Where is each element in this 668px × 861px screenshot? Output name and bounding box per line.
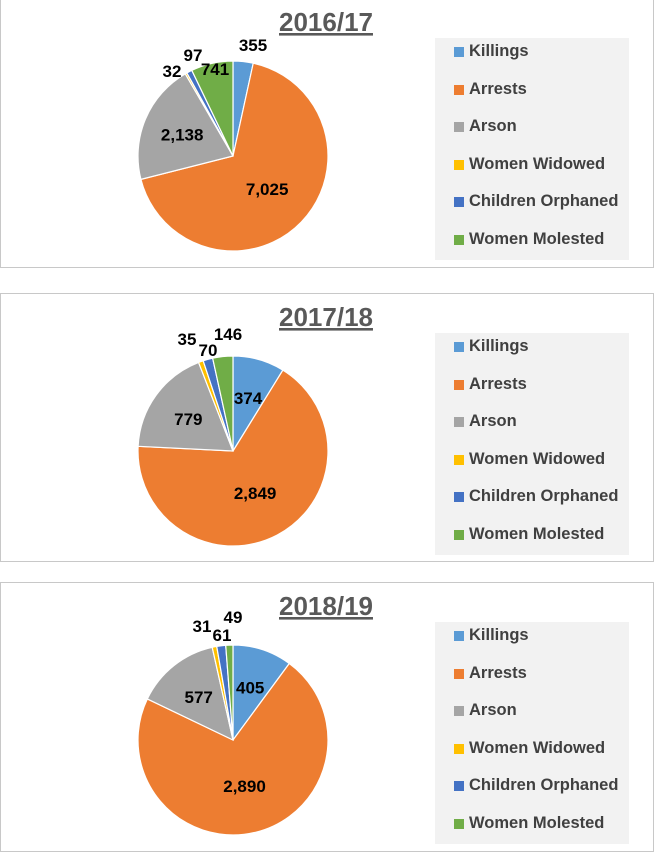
legend-label: Arrests <box>469 374 527 393</box>
legend-label: Women Molested <box>469 813 605 832</box>
pie-chart-panel-2018-19: 2018/19 405 2,890 577 31 61 49 Killings Arrests… <box>0 582 654 852</box>
legend-swatch <box>454 668 464 679</box>
legend-item-women-widowed: Women Widowed <box>435 738 629 760</box>
legend-item-arrests: Arrests <box>435 663 629 685</box>
legend-label: Killings <box>469 337 529 355</box>
data-label-killings: 374 <box>234 389 263 408</box>
legend-item-children-orphaned: Children Orphaned <box>435 486 629 508</box>
data-label-arrests: 7,025 <box>246 180 289 199</box>
legend-swatch <box>454 122 464 132</box>
legend-swatch <box>454 47 464 57</box>
pie-slice-arson <box>146 646 234 742</box>
legend-swatch <box>454 492 464 502</box>
legend-label: Arson <box>469 701 517 719</box>
legend-label: Killings <box>469 626 529 644</box>
legend-item-killings: Killings <box>435 336 629 358</box>
legend-swatch <box>454 417 464 427</box>
legend-item-killings: Killings <box>435 625 629 647</box>
pie-slice-arson <box>137 73 234 181</box>
data-label-killings: 405 <box>236 679 264 698</box>
legend-item-arrests: Arrests <box>435 374 629 396</box>
data-label-arson: 577 <box>184 688 212 707</box>
legend-label: Children Orphaned <box>469 776 619 794</box>
pie-slice-arrests <box>137 369 329 547</box>
legend-2018-19: Killings Arrests Arson Women Widowed Childre… <box>435 622 629 844</box>
legend-item-killings: Killings <box>435 41 629 63</box>
legend-label: Arrests <box>469 663 527 682</box>
data-label-killings: 355 <box>239 36 267 55</box>
legend-label: Arson <box>469 117 517 135</box>
data-label-children-orphaned: 70 <box>199 341 218 360</box>
legend-item-women-widowed: Women Widowed <box>435 154 629 176</box>
legend-label: Arson <box>469 412 517 430</box>
data-label-women-molested: 146 <box>214 325 242 344</box>
legend-label: Killings <box>469 42 529 60</box>
legend-item-women-molested: Women Molested <box>435 524 629 546</box>
data-label-children-orphaned: 97 <box>184 46 203 65</box>
pie-slice-arrests <box>137 662 329 836</box>
legend-2017-18: Killings Arrests Arson Women Widowed Childre… <box>435 333 629 555</box>
legend-swatch <box>454 454 464 465</box>
data-label-women-widowed: 31 <box>193 617 212 636</box>
legend-item-arson: Arson <box>435 700 629 722</box>
legend-swatch <box>454 706 464 716</box>
legend-swatch <box>454 197 464 207</box>
legend-swatch <box>454 529 464 540</box>
pie-slice-women-molested <box>225 644 234 741</box>
chart-title: 2017/18 <box>279 302 373 332</box>
pie-slice-arrests <box>140 62 329 252</box>
legend-item-children-orphaned: Children Orphaned <box>435 775 629 797</box>
legend-label: Arrests <box>469 79 527 98</box>
legend-swatch <box>454 743 464 754</box>
data-label-arson: 779 <box>174 410 202 429</box>
data-label-arrests: 2,890 <box>223 777 266 796</box>
data-label-arrests: 2,849 <box>234 484 277 503</box>
legend-label: Women Molested <box>469 229 605 248</box>
legend-label: Children Orphaned <box>469 192 619 210</box>
legend-swatch <box>454 818 464 829</box>
data-label-arson: 2,138 <box>161 126 204 145</box>
legend-swatch <box>454 631 464 641</box>
legend-item-women-widowed: Women Widowed <box>435 449 629 471</box>
legend-swatch <box>454 84 464 95</box>
legend-item-women-molested: Women Molested <box>435 813 629 835</box>
legend-item-arson: Arson <box>435 116 629 138</box>
data-label-women-molested: 49 <box>224 608 243 627</box>
chart-title: 2018/19 <box>279 591 373 621</box>
legend-swatch <box>454 781 464 791</box>
legend-item-arrests: Arrests <box>435 79 629 101</box>
legend-2016-17: Killings Arrests Arson Women Widowed Childre… <box>435 38 629 260</box>
data-label-women-widowed: 35 <box>178 330 197 349</box>
legend-item-women-molested: Women Molested <box>435 229 629 251</box>
chart-title: 2016/17 <box>279 7 373 37</box>
legend-label: Women Widowed <box>469 738 606 757</box>
pie-chart-panel-2017-18: 2017/18 374 2,849 779 35 70 146 Killings Arrest… <box>0 293 654 562</box>
legend-item-arson: Arson <box>435 411 629 433</box>
legend-swatch <box>454 342 464 352</box>
legend-label: Children Orphaned <box>469 487 619 505</box>
legend-item-children-orphaned: Children Orphaned <box>435 191 629 213</box>
legend-label: Women Widowed <box>469 154 606 173</box>
legend-label: Women Widowed <box>469 449 606 468</box>
pie-slice-women-molested <box>211 355 234 452</box>
pie-slice-arson <box>137 361 234 452</box>
legend-swatch <box>454 234 464 245</box>
legend-label: Women Molested <box>469 524 605 543</box>
legend-swatch <box>454 379 464 390</box>
data-label-women-molested: 741 <box>201 60 229 79</box>
pie-slice-women-molested <box>191 60 234 157</box>
legend-swatch <box>454 159 464 170</box>
data-label-women-widowed: 32 <box>163 62 182 81</box>
pie-chart-panel-2016-17: 2016/17 355 7,025 2,138 32 97 741 Killings Arre… <box>0 0 654 268</box>
data-label-children-orphaned: 61 <box>213 626 232 645</box>
